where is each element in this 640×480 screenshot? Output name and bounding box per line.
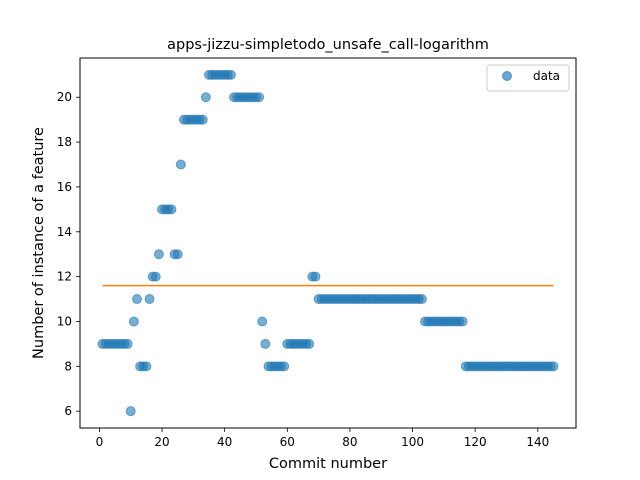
legend-label: data [533,69,560,83]
plot-area [80,58,576,428]
data-point [310,271,321,282]
x-tick-label: 80 [342,435,357,449]
x-axis-label: Commit number [269,456,387,472]
data-point [457,316,468,327]
legend: data [486,64,570,92]
data-point [141,361,152,372]
x-tick-label: 100 [401,435,424,449]
y-tick-label: 14 [57,225,72,239]
y-axis-ticks: 6 8 10 12 14 16 18 20 [57,90,80,418]
x-tick-label: 20 [154,435,169,449]
data-point [548,361,559,372]
x-tick-label: 40 [217,435,232,449]
data-point [150,271,161,282]
data-point [166,204,177,215]
data-point [175,159,186,170]
data-point [172,249,183,260]
y-tick-label: 6 [64,404,72,418]
data-point [304,338,315,349]
legend-marker [502,71,512,81]
data-points-layer [97,69,559,417]
data-point [416,294,427,305]
y-tick-label: 18 [57,135,72,149]
data-point [197,114,208,125]
chart-title: apps-jizzu-simpletodo_unsafe_call-logari… [167,37,489,53]
x-tick-label: 60 [280,435,295,449]
data-point [128,316,139,327]
x-tick-label: 140 [526,435,549,449]
y-axis-label: Number of instance of a feature [31,127,47,359]
data-point [153,249,164,260]
data-point [257,316,268,327]
x-axis-ticks: 0 20 40 60 80 100 120 140 [96,428,549,449]
y-tick-label: 20 [57,90,72,104]
y-tick-label: 10 [57,314,72,328]
data-point [279,361,290,372]
data-point [225,69,236,80]
data-point [144,294,155,305]
y-tick-label: 12 [57,270,72,284]
y-tick-label: 8 [64,359,72,373]
data-point [125,406,136,417]
data-point [122,338,133,349]
plot-frame [79,57,577,429]
x-tick-label: 0 [96,435,104,449]
x-tick-label: 120 [464,435,487,449]
data-point [131,294,142,305]
data-point [254,92,265,103]
data-point [200,92,211,103]
y-tick-label: 16 [57,180,72,194]
data-point [260,338,271,349]
